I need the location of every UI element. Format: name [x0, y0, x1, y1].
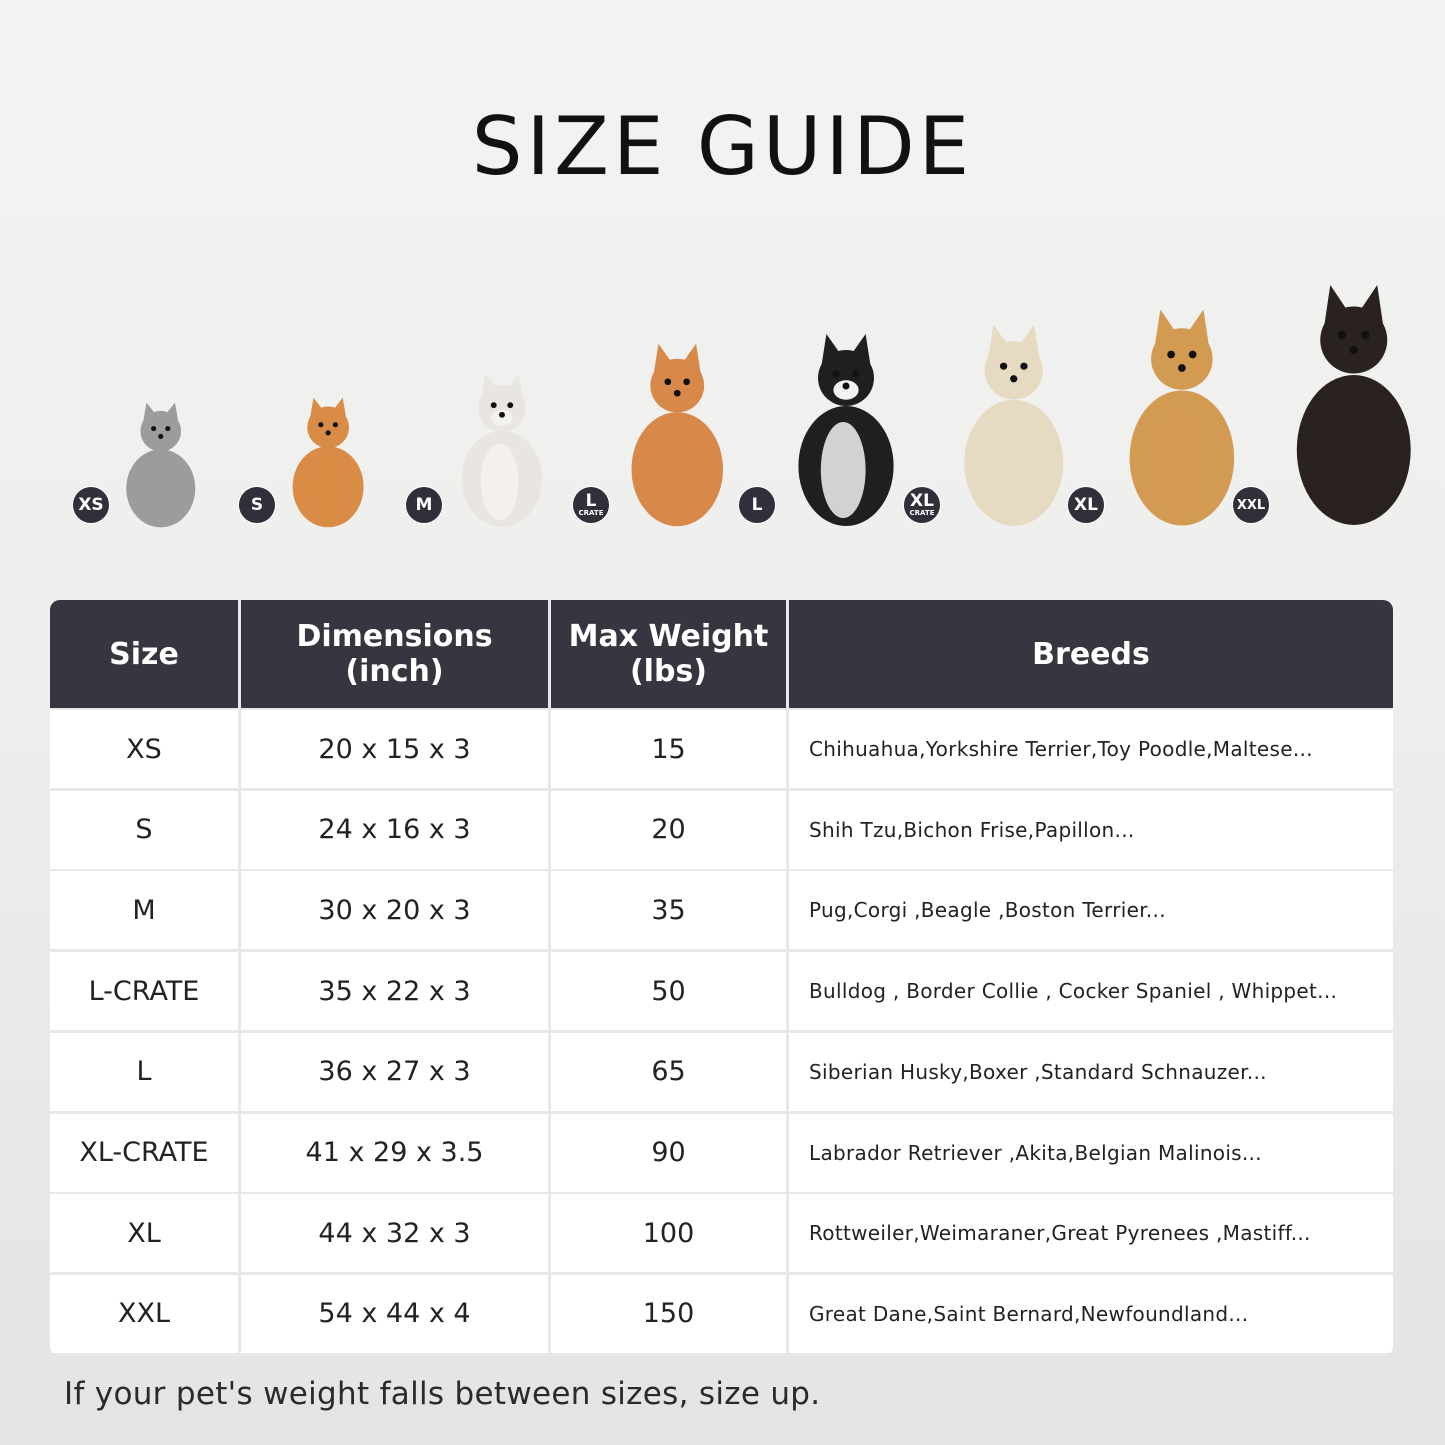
header-max-weight: Max Weight (lbs): [551, 600, 786, 708]
golden-retriever-image: [1129, 309, 1235, 526]
size-cell: XL-CRATE: [50, 1113, 238, 1192]
labrador-image: [964, 324, 1064, 526]
dimensions-cell: 44 x 32 x 3: [241, 1194, 548, 1273]
max-weight-cell: 50: [551, 952, 786, 1031]
dimensions-cell: 36 x 27 x 3: [241, 1032, 548, 1111]
size-cell: M: [50, 871, 238, 950]
size-cell: XL: [50, 1194, 238, 1273]
table-header: Size Dimensions (inch) Max Weight (lbs) …: [50, 600, 1393, 708]
breeds-cell: Chihuahua,Yorkshire Terrier,Toy Poodle,M…: [789, 710, 1393, 788]
max-weight-cell: 15: [551, 710, 786, 788]
size-cell: XS: [50, 710, 238, 788]
table-row: L 36 x 27 x 3 65 Siberian Husky,Boxer ,Stan…: [50, 1032, 1393, 1111]
header-breeds: Breeds: [789, 600, 1393, 708]
badge-label: XS: [78, 494, 104, 515]
size-badge: L: [738, 486, 776, 524]
max-weight-cell: 35: [551, 871, 786, 950]
size-badge: S: [238, 486, 276, 524]
dimensions-cell: 41 x 29 x 3.5: [241, 1113, 548, 1192]
dimensions-cell: 30 x 20 x 3: [241, 871, 548, 950]
table-row: XS 20 x 15 x 3 15 Chihuahua,Yorkshire Terri…: [50, 710, 1393, 788]
size-badge: XS: [72, 486, 110, 524]
header-weight-text: Max Weight (lbs): [568, 619, 769, 689]
breeds-cell: Bulldog , Border Collie , Cocker Spaniel…: [789, 952, 1393, 1031]
breeds-cell: Great Dane,Saint Bernard,Newfoundland...: [789, 1274, 1393, 1353]
header-dimensions-text: Dimensions (inch): [296, 619, 493, 689]
doberman-image: [1296, 285, 1411, 525]
cat-image: [126, 402, 196, 528]
max-weight-cell: 20: [551, 790, 786, 869]
breeds-cell: Rottweiler,Weimaraner,Great Pyrenees ,Ma…: [789, 1194, 1393, 1273]
badge-sublabel: CRATE: [909, 509, 935, 517]
border-collie-image: [798, 334, 894, 526]
size-badge: XXL: [1232, 486, 1270, 524]
dimensions-cell: 35 x 22 x 3: [241, 952, 548, 1031]
dimensions-cell: 54 x 44 x 4: [241, 1274, 548, 1353]
size-badge: XL CRATE: [903, 486, 941, 524]
size-badge: L CRATE: [572, 486, 610, 524]
dimensions-cell: 20 x 15 x 3: [241, 710, 548, 788]
pet-lineup: XS S M L CRATE L XL CRATE XL XXL: [0, 260, 1445, 550]
size-cell: XXL: [50, 1274, 238, 1353]
header-size: Size: [50, 600, 238, 708]
badge-label: L: [585, 491, 597, 511]
badge-label: XL: [910, 491, 934, 511]
table-row: XL 44 x 32 x 3 100 Rottweiler,Weimaraner,Gr…: [50, 1194, 1393, 1273]
page-title: SIZE GUIDE: [471, 100, 974, 193]
max-weight-cell: 65: [551, 1032, 786, 1111]
french-bulldog-image: [461, 373, 543, 527]
pomeranian-image: [292, 397, 364, 528]
table-row: S 24 x 16 x 3 20 Shih Tzu,Bichon Frise,Papi…: [50, 790, 1393, 869]
badge-sublabel: CRATE: [578, 509, 604, 517]
header-dimensions: Dimensions (inch): [241, 600, 548, 708]
size-cell: S: [50, 790, 238, 869]
breeds-cell: Pug,Corgi ,Beagle ,Boston Terrier...: [789, 871, 1393, 950]
table-row: L-CRATE 35 x 22 x 3 50 Bulldog , Border Col…: [50, 952, 1393, 1031]
size-cell: L-CRATE: [50, 952, 238, 1031]
badge-label: L: [751, 494, 763, 515]
size-cell: L: [50, 1032, 238, 1111]
max-weight-cell: 90: [551, 1113, 786, 1192]
size-badge: XL: [1067, 486, 1105, 524]
size-table: Size Dimensions (inch) Max Weight (lbs) …: [50, 600, 1393, 1356]
badge-label: XXL: [1236, 497, 1266, 513]
table-row: M 30 x 20 x 3 35 Pug,Corgi ,Beagle ,Boston …: [50, 871, 1393, 950]
breeds-cell: Shih Tzu,Bichon Frise,Papillon...: [789, 790, 1393, 869]
size-badge: M: [405, 486, 443, 524]
badge-label: XL: [1074, 494, 1098, 515]
badge-label: S: [250, 494, 264, 515]
table-row: XXL 54 x 44 x 4 150 Great Dane,Saint Bernar…: [50, 1274, 1393, 1353]
max-weight-cell: 150: [551, 1274, 786, 1353]
breeds-cell: Siberian Husky,Boxer ,Standard Schnauzer…: [789, 1032, 1393, 1111]
dimensions-cell: 24 x 16 x 3: [241, 790, 548, 869]
breeds-cell: Labrador Retriever ,Akita,Belgian Malino…: [789, 1113, 1393, 1192]
sizing-note: If your pet's weight falls between sizes…: [64, 1376, 821, 1412]
shiba-inu-image: [631, 343, 723, 527]
max-weight-cell: 100: [551, 1194, 786, 1273]
table-row: XL-CRATE 41 x 29 x 3.5 90 Labrador Retrieve…: [50, 1113, 1393, 1192]
badge-label: M: [415, 494, 433, 515]
